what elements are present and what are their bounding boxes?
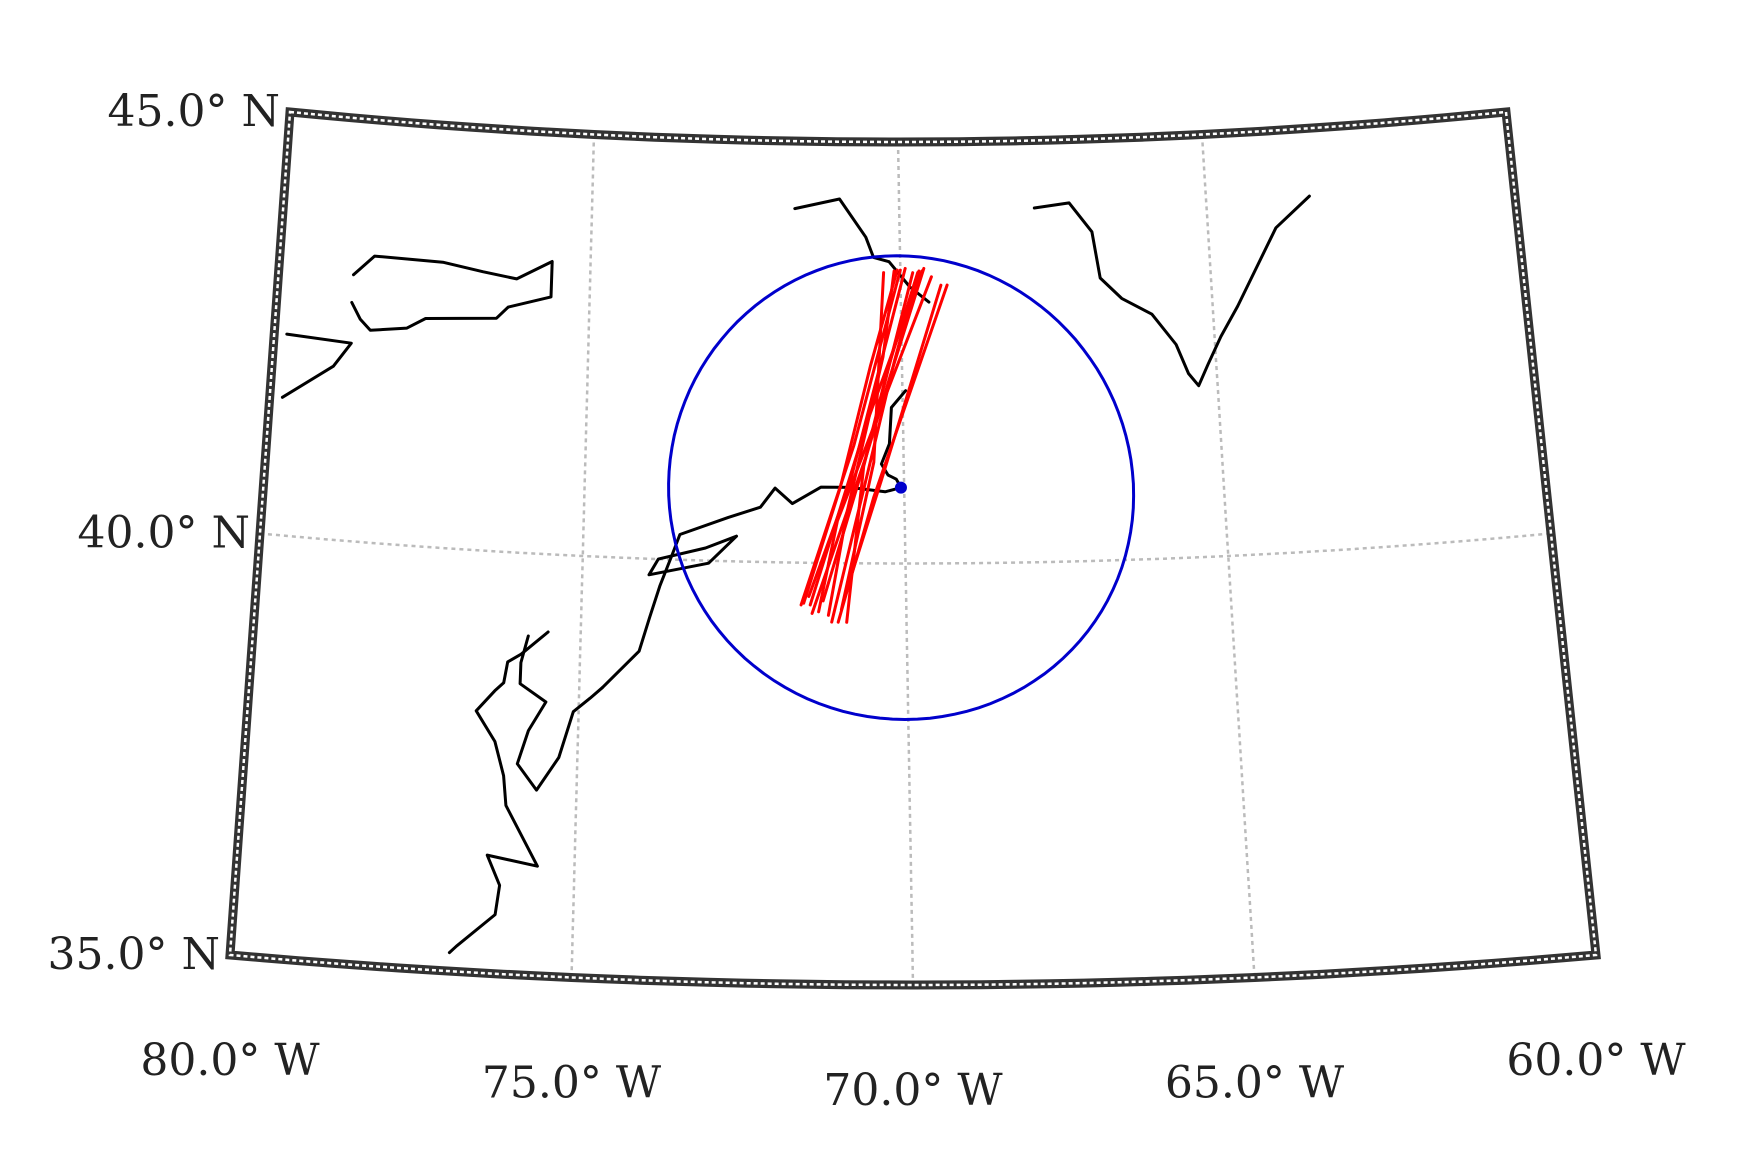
lon-label: 75.0° W [482, 1058, 662, 1109]
coastline-segment [350, 254, 554, 332]
coastline-segment [600, 389, 908, 690]
storm-track [826, 269, 896, 617]
map-border-inner [228, 110, 1598, 987]
lat-label: 35.0° N [48, 929, 220, 980]
coastlines [280, 194, 1311, 955]
storm-track [807, 266, 907, 598]
coastline-segment [447, 630, 550, 955]
axis-labels: 45.0° N 40.0° N 35.0° N 80.0° W 75.0° W 70.0°… [48, 86, 1687, 1116]
lon-label: 80.0° W [140, 1035, 320, 1086]
range-circle [667, 254, 1136, 722]
storm-track [830, 269, 921, 624]
lon-label: 65.0° W [1165, 1058, 1345, 1109]
storm-track [821, 266, 926, 603]
range-circle-group [667, 254, 1136, 722]
coastline-segment [1032, 194, 1311, 388]
storm-track [808, 269, 924, 607]
coastline-segment [647, 534, 738, 577]
graticule [259, 134, 1552, 986]
lat-label: 45.0° N [108, 86, 280, 137]
lon-label: 70.0° W [823, 1065, 1003, 1116]
map-border [225, 107, 1601, 990]
center-point [894, 481, 907, 494]
storm-track [802, 268, 899, 605]
storm-track [799, 268, 902, 607]
storm-tracks [799, 266, 949, 624]
storm-track [836, 283, 949, 624]
coastline-segment [280, 332, 353, 399]
coastline-segment [515, 634, 604, 792]
map-frame [225, 107, 1601, 990]
lon-label: 60.0° W [1506, 1035, 1686, 1086]
lat-label: 40.0° N [78, 508, 250, 559]
